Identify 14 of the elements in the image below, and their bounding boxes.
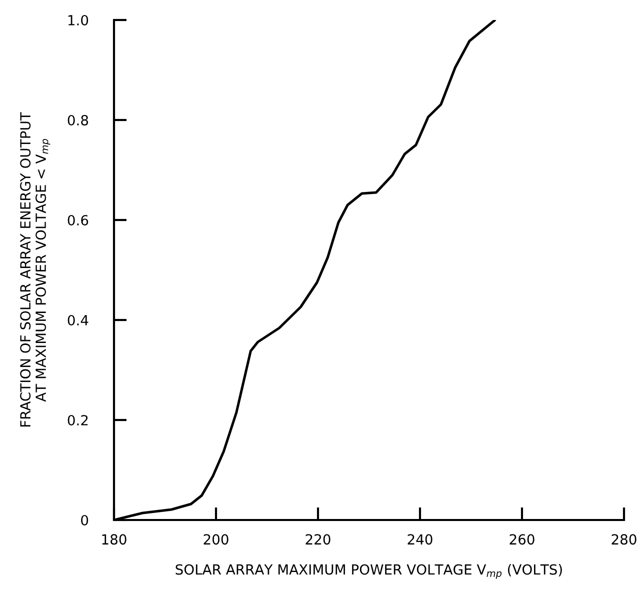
x-tick-label: 260 bbox=[510, 534, 534, 545]
y-tick-label: 0.8 bbox=[68, 114, 88, 126]
y-tick-label: 0.2 bbox=[68, 414, 88, 426]
x-tick-label: 240 bbox=[408, 534, 432, 545]
y-tick-label: 0.6 bbox=[68, 214, 88, 226]
y-tick-label: 0.4 bbox=[68, 314, 88, 326]
x-tick-label: 280 bbox=[612, 534, 636, 545]
x-tick-label: 200 bbox=[204, 534, 228, 545]
y-tick-label: 1.0 bbox=[68, 14, 88, 26]
x-tick-label: 220 bbox=[306, 534, 330, 545]
x-tick-label: 180 bbox=[102, 534, 126, 545]
x-axis-title: SOLAR ARRAY MAXIMUM POWER VOLTAGE V$_{mp}$ (VOLTS) bbox=[176, 564, 562, 579]
y-tick-label: 0 bbox=[81, 514, 88, 526]
y-axis-title: FRACTION OF SOLAR ARRAY ENERGY OUTPUT AT MAXIMUM POWER VOLTAGE < V$_{mp}$ bbox=[20, 112, 50, 427]
